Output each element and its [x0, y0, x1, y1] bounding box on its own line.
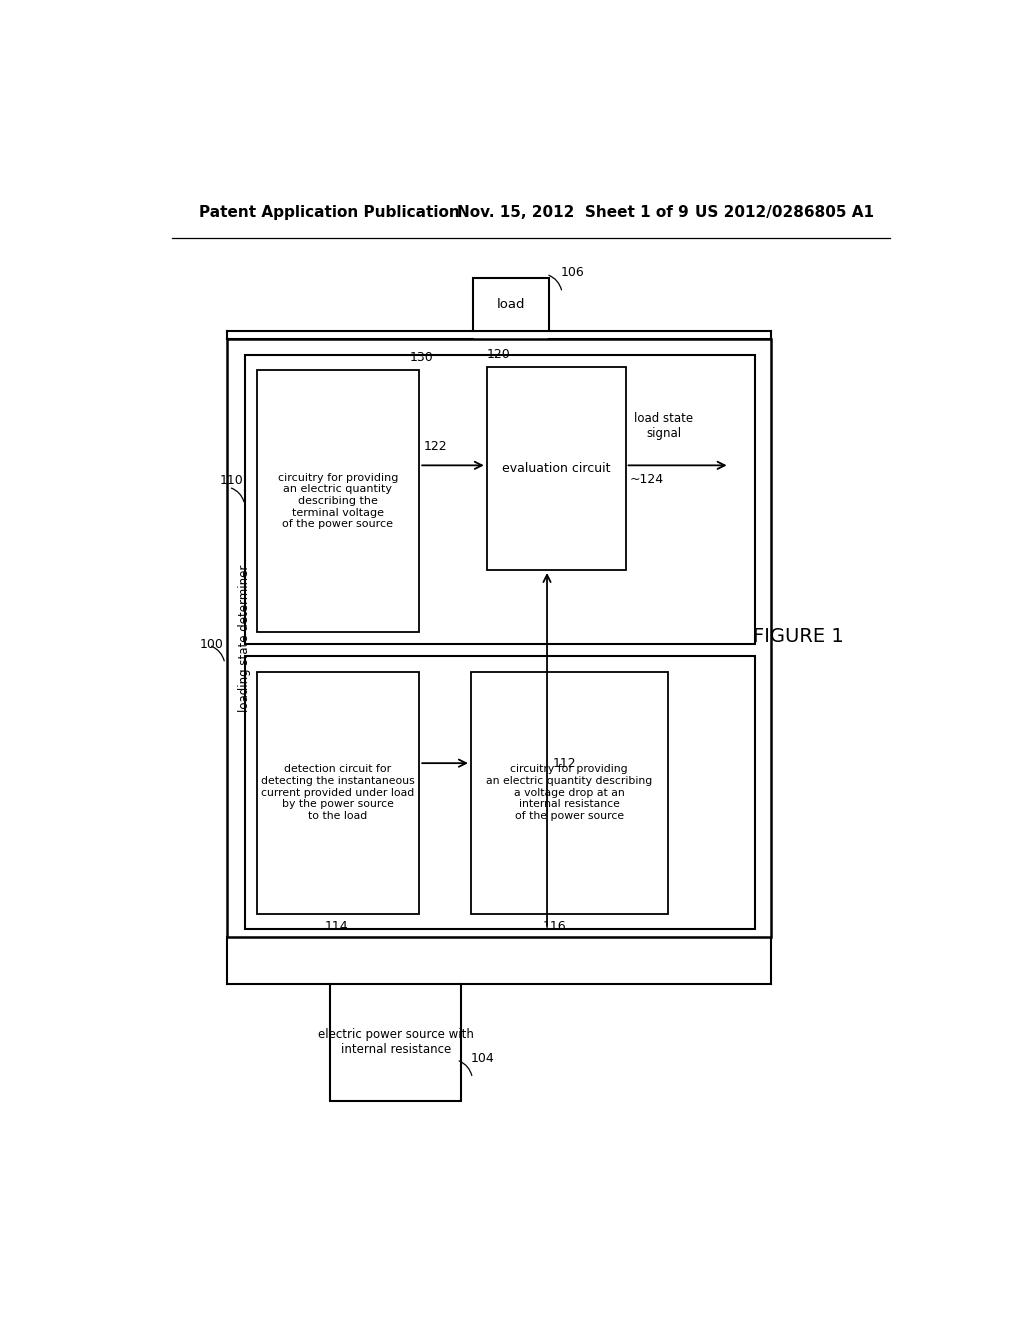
Text: 112: 112: [553, 756, 577, 770]
Text: 120: 120: [486, 347, 510, 360]
Text: 114: 114: [325, 920, 348, 933]
Text: circuitry for providing
an electric quantity
describing the
terminal voltage
of : circuitry for providing an electric quan…: [278, 473, 398, 529]
Text: FIGURE 1: FIGURE 1: [754, 627, 844, 645]
Text: 116: 116: [543, 920, 566, 933]
Text: 130: 130: [410, 351, 433, 364]
Bar: [246, 355, 755, 644]
Text: evaluation circuit: evaluation circuit: [502, 462, 610, 475]
Text: US 2012/0286805 A1: US 2012/0286805 A1: [695, 205, 874, 220]
Text: ~124: ~124: [630, 474, 664, 487]
Text: 104: 104: [471, 1052, 495, 1065]
Bar: [331, 983, 462, 1101]
Bar: [471, 672, 668, 913]
Text: 110: 110: [219, 474, 243, 487]
Text: load: load: [497, 298, 525, 312]
Bar: [486, 367, 626, 570]
Text: 122: 122: [423, 440, 446, 453]
Bar: [246, 656, 755, 929]
Text: circuitry for providing
an electric quantity describing
a voltage drop at an
int: circuitry for providing an electric quan…: [486, 764, 652, 821]
Text: Nov. 15, 2012  Sheet 1 of 9: Nov. 15, 2012 Sheet 1 of 9: [458, 205, 689, 220]
Bar: [257, 672, 419, 913]
Text: Patent Application Publication: Patent Application Publication: [200, 205, 460, 220]
Text: 100: 100: [200, 639, 223, 651]
Bar: [257, 370, 419, 632]
Bar: [227, 339, 771, 937]
Text: loading state determiner: loading state determiner: [239, 565, 251, 711]
Text: 106: 106: [560, 267, 585, 280]
Text: electric power source with
internal resistance: electric power source with internal resi…: [317, 1028, 474, 1056]
Text: load state
signal: load state signal: [634, 412, 693, 440]
Bar: [473, 279, 549, 331]
Text: detection circuit for
detecting the instantaneous
current provided under load
by: detection circuit for detecting the inst…: [261, 764, 415, 821]
